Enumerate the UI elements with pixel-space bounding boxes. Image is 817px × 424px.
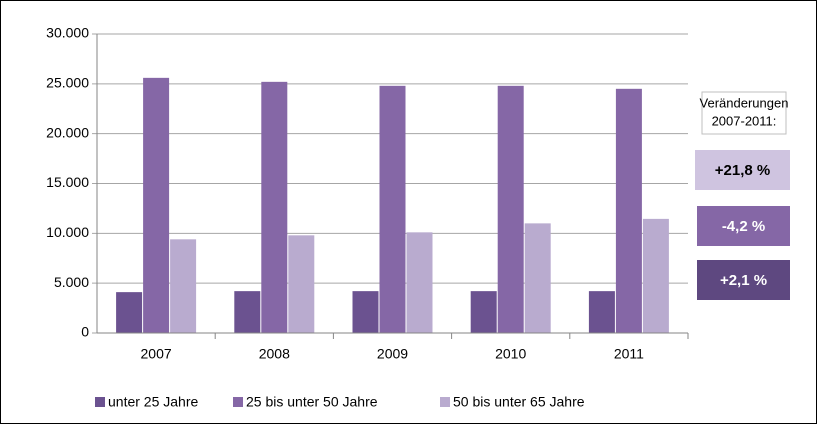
annotation-box	[697, 206, 790, 246]
y-tick-label: 15.000	[46, 174, 89, 190]
bar	[615, 88, 642, 333]
annotation-box	[697, 260, 790, 300]
legend-swatch	[440, 397, 450, 407]
bar	[379, 85, 406, 334]
bar	[143, 77, 170, 333]
annotation-box	[695, 150, 790, 190]
y-tick-label: 0	[81, 324, 89, 340]
bar	[588, 291, 615, 333]
bar	[497, 85, 524, 334]
legend-swatch	[233, 397, 243, 407]
y-tick-label: 5.000	[54, 274, 89, 290]
annotation-header: Veränderungen	[700, 95, 789, 110]
bar	[524, 223, 551, 333]
x-tick-label: 2009	[377, 346, 408, 362]
annotation-label: +2,1 %	[720, 272, 767, 289]
bar	[261, 81, 288, 333]
legend-label: 50 bis unter 65 Jahre	[453, 394, 585, 410]
x-tick-label: 2007	[141, 346, 172, 362]
bar	[352, 291, 379, 333]
bar	[234, 291, 261, 333]
x-tick-label: 2010	[495, 346, 526, 362]
bar	[288, 235, 315, 333]
bar	[470, 291, 497, 333]
legend-label: unter 25 Jahre	[108, 394, 198, 410]
annotation-header-box	[701, 91, 787, 135]
x-tick-label: 2011	[614, 346, 644, 362]
legend-label: 25 bis unter 50 Jahre	[246, 394, 378, 410]
annotation-header: 2007-2011:	[712, 113, 777, 128]
x-tick-label: 2008	[259, 346, 290, 362]
legend-swatch	[95, 397, 105, 407]
annotation-label: -4,2 %	[722, 218, 765, 235]
bar	[642, 218, 669, 333]
y-tick-label: 25.000	[46, 75, 89, 91]
bar	[116, 292, 143, 333]
y-tick-label: 30.000	[46, 25, 89, 41]
annotation-label: +21,8 %	[715, 162, 770, 179]
bar	[170, 239, 197, 333]
y-tick-label: 20.000	[46, 124, 89, 140]
y-tick-label: 10.000	[46, 224, 89, 240]
bar	[406, 232, 433, 333]
